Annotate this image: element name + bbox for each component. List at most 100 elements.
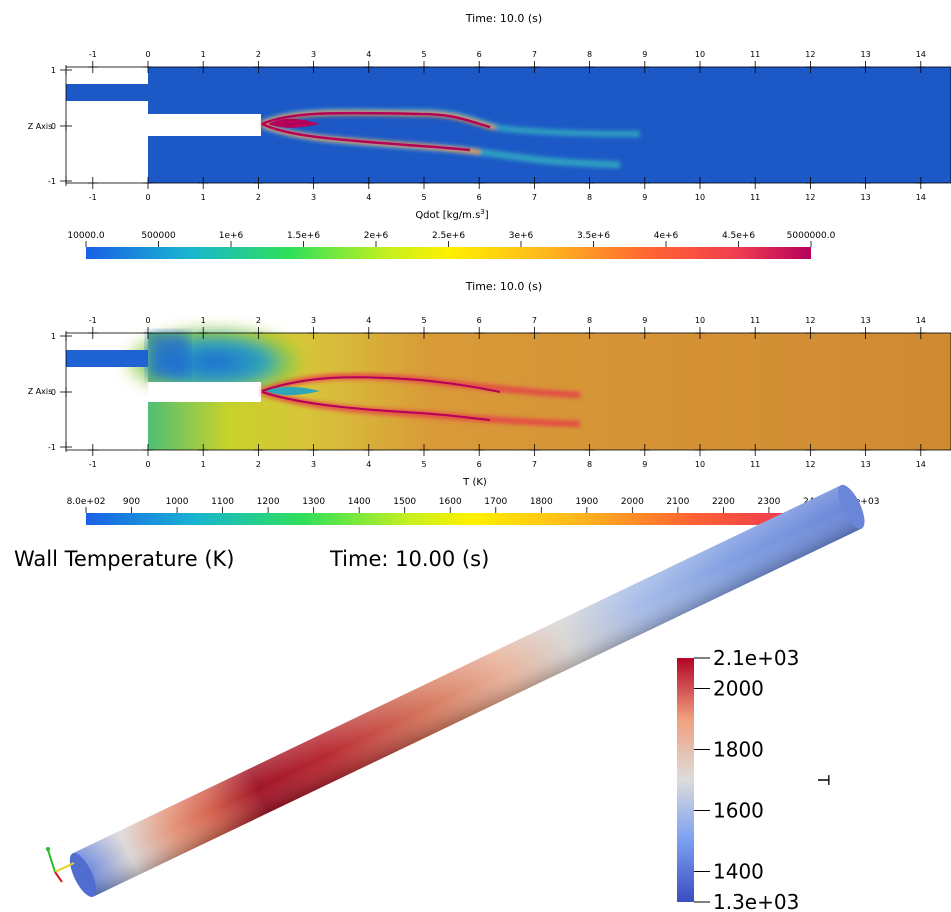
x-tick-label: -1 [89, 460, 97, 469]
z-tick-label: 0 [51, 388, 56, 397]
x-tick-label: 0 [145, 460, 150, 469]
colorbar-tick-label: 1100 [211, 497, 234, 507]
x-tick-label: 1 [201, 316, 206, 325]
x-tick-label: 5 [421, 50, 426, 59]
x-tick-label: 3 [311, 193, 316, 202]
wall-colorbar-title: T [814, 774, 833, 785]
wall-temperature-panel: Wall Temperature (K) Time: 10.00 (s) 2.1… [14, 484, 865, 912]
x-tick-label: 14 [916, 193, 926, 202]
x-tick-label: 0 [145, 193, 150, 202]
x-tick-label: 5 [421, 316, 426, 325]
x-tick-label: 12 [805, 460, 815, 469]
orientation-x-axis [54, 862, 75, 873]
x-tick-label: 3 [311, 50, 316, 59]
wall-colorbar-tick-label: 1400 [713, 860, 764, 884]
qdot-z-ticks: 1 0 -1 [48, 65, 72, 186]
wall-tube [69, 484, 865, 897]
wall-colorbar-ticks: 2.1e+03 2000 1800 1600 1400 1.3e+03 [694, 646, 799, 912]
x-tick-label: 13 [861, 193, 871, 202]
wall-colorbar [677, 658, 694, 902]
wall-colorbar-tick-label: 2.1e+03 [713, 646, 799, 670]
x-tick-label: 6 [477, 193, 482, 202]
colorbar-tick-label: 2300 [757, 497, 780, 507]
x-tick-label: 12 [805, 50, 815, 59]
x-tick-label: 1 [201, 460, 206, 469]
temperature-z-ticks: 1 0 -1 [48, 331, 72, 452]
x-tick-label: 9 [642, 50, 647, 59]
x-tick-label: 0 [145, 50, 150, 59]
x-tick-label: 11 [750, 50, 760, 59]
x-tick-label: 14 [916, 460, 926, 469]
x-tick-label: 7 [532, 460, 537, 469]
qdot-colorbar [86, 247, 811, 259]
x-tick-label: -1 [89, 193, 97, 202]
x-tick-label: 13 [861, 460, 871, 469]
temperature-z-axis-label: Z Axis [28, 387, 53, 396]
colorbar-tick-label: 2200 [712, 497, 735, 507]
x-tick-label: 2 [256, 316, 261, 325]
colorbar-tick-label: 1800 [530, 497, 553, 507]
qdot-time-label: Time: 10.0 (s) [465, 12, 542, 25]
qdot-flame-core [261, 111, 491, 152]
x-tick-label: 7 [532, 316, 537, 325]
wall-colorbar-tick-label: 1600 [713, 799, 764, 823]
x-tick-label: 9 [642, 316, 647, 325]
qdot-colorbar-ticks: 10000.0 500000 1e+6 1.5e+6 2e+6 2.5e+6 3e+6 3.5… [67, 231, 836, 247]
colorbar-tick-label: 4.5e+6 [722, 231, 755, 241]
colorbar-tick-label: 2.5e+03 [841, 497, 880, 507]
colorbar-tick-label: 1.5e+6 [287, 231, 320, 241]
x-tick-label: 8 [587, 316, 592, 325]
qdot-central-body [148, 114, 261, 136]
x-tick-label: 7 [532, 50, 537, 59]
wall-colorbar-tick-label: 1800 [713, 738, 764, 762]
z-tick-label: 1 [51, 332, 56, 341]
colorbar-tick-label: 4e+6 [654, 231, 679, 241]
temperature-colorbar-title: T (K) [462, 477, 487, 488]
colorbar-tick-label: 10000.0 [67, 231, 104, 241]
x-tick-label: 6 [477, 316, 482, 325]
x-tick-label: 4 [366, 460, 371, 469]
wall-temperature-time-label: Time: 10.00 (s) [329, 547, 489, 571]
x-tick-label: 2 [256, 50, 261, 59]
temperature-colorbar-ticks: 8.0e+02 900 1000 1100 1200 1300 1400 1500 1600 17… [67, 497, 880, 513]
x-tick-label: 10 [695, 460, 705, 469]
qdot-colorbar-title-main: Qdot [kg/m.s [415, 210, 480, 221]
orientation-y-tip [46, 847, 50, 851]
z-tick-label: -1 [48, 443, 56, 452]
x-tick-label: 10 [695, 316, 705, 325]
colorbar-tick-label: 2e+6 [364, 231, 389, 241]
qdot-colorbar-title-sup: 3 [480, 208, 484, 216]
orientation-z-axis [54, 871, 63, 883]
z-tick-label: 1 [51, 66, 56, 75]
colorbar-tick-label: 3e+6 [509, 231, 534, 241]
x-tick-label: 5 [421, 460, 426, 469]
x-tick-label: 9 [642, 193, 647, 202]
colorbar-tick-label: 1000 [166, 497, 189, 507]
x-tick-label: 14 [916, 316, 926, 325]
colorbar-tick-label: 1e+6 [219, 231, 244, 241]
colorbar-tick-label: 2000 [621, 497, 644, 507]
colorbar-tick-label: 3.5e+6 [577, 231, 610, 241]
x-tick-label: 13 [861, 316, 871, 325]
x-tick-label: 13 [861, 50, 871, 59]
x-tick-label: 8 [587, 193, 592, 202]
x-tick-label: 2 [256, 193, 261, 202]
x-tick-label: 4 [366, 316, 371, 325]
x-tick-label: 11 [750, 316, 760, 325]
x-tick-label: 1 [201, 50, 206, 59]
x-tick-label: 4 [366, 50, 371, 59]
x-tick-label: 2 [256, 460, 261, 469]
temperature-x-ticks: -1-1001122334455667788991010111112121313… [87, 316, 926, 469]
z-tick-label: -1 [48, 177, 56, 186]
colorbar-tick-label: 500000 [141, 231, 176, 241]
x-tick-label: -1 [89, 316, 97, 325]
colorbar-tick-label: 8.0e+02 [67, 497, 106, 507]
wall-tube-end-cap [838, 484, 865, 529]
temperature-central-body [148, 382, 261, 402]
x-tick-label: 3 [311, 316, 316, 325]
qdot-inlet-channel [66, 84, 148, 101]
temperature-inlet-plume [148, 333, 188, 378]
temperature-panel: Time: 10.0 (s) -1-1001122334455667788991… [28, 280, 951, 525]
temperature-time-label: Time: 10.0 (s) [465, 280, 542, 293]
x-tick-label: 12 [805, 193, 815, 202]
